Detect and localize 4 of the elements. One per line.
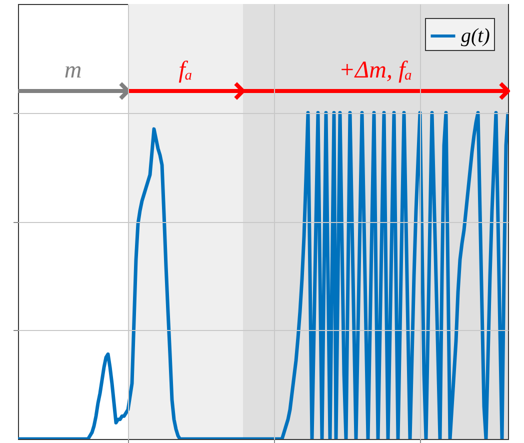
text: m [64,57,82,84]
text: +Δm, fₐ [338,57,412,84]
text: fₐ [178,57,192,84]
legend-label: g(t) [461,25,490,47]
